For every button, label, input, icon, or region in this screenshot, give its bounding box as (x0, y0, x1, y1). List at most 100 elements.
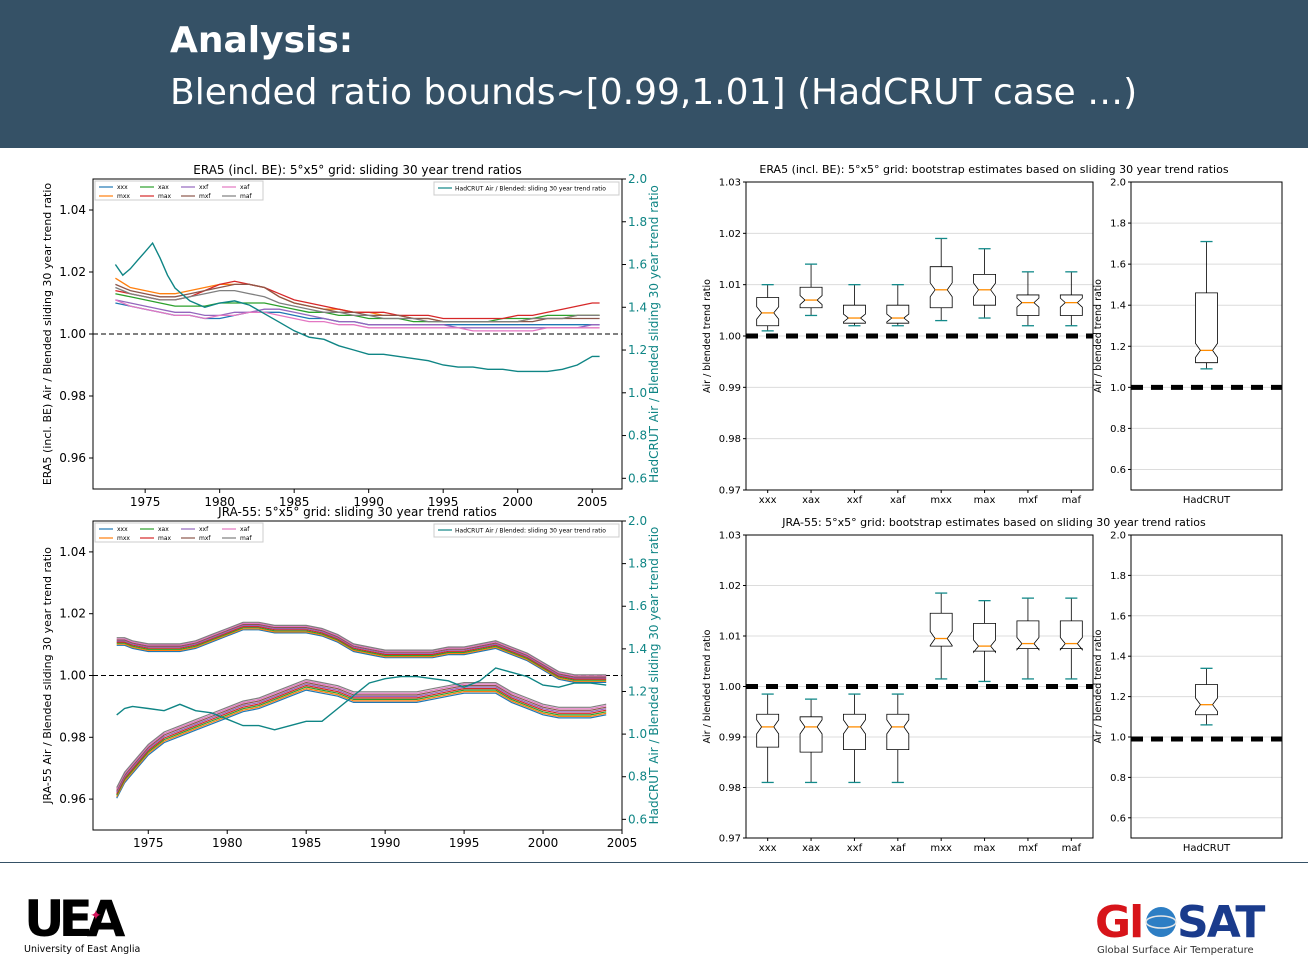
box-xax-body (799, 716, 823, 753)
hadcrut-legend (433, 523, 620, 538)
x-tick-label: 1990 (353, 495, 384, 509)
hadcrut-plot-frame (1130, 534, 1283, 839)
y-tick-label: 1.8 (1110, 571, 1126, 582)
x-tick-label: HadCRUT (1183, 843, 1231, 854)
series-line-upper-xaf (116, 622, 607, 677)
y-tick-label: 1.00 (59, 669, 86, 683)
y2-tick-label: 0.6 (628, 812, 647, 826)
y-tick-label: 1.03 (719, 531, 741, 542)
y-tick-label: 0.97 (719, 834, 741, 845)
y-tick-label: 1.00 (59, 327, 86, 341)
y-tick-label: 1.2 (1110, 342, 1126, 353)
x-tick-label: xxx (759, 843, 777, 854)
jra55-line-chart: JRA-55: 5°x5° grid: sliding 30 year tren… (41, 505, 661, 850)
plot-frame (92, 178, 623, 490)
x-tick-label: xxx (759, 495, 777, 506)
x-tick-label: 2005 (577, 495, 608, 509)
y2-tick-label: 1.6 (628, 258, 647, 272)
x-tick-label: maf (1062, 843, 1082, 854)
legend-label-max: max (158, 535, 172, 542)
series-line-lower-mxx (116, 687, 607, 797)
y2-tick-label: 1.6 (628, 599, 647, 613)
box-hadcrut-body (1195, 292, 1218, 364)
y2-tick-label: 1.8 (628, 557, 647, 571)
x-tick-label: max (974, 843, 996, 854)
series-legend (94, 522, 264, 543)
y-tick-label: 0.8 (1110, 773, 1126, 784)
chart-title: JRA-55: 5°x5° grid: bootstrap estimates … (781, 516, 1206, 529)
legend-label-mxx: mxx (117, 535, 130, 542)
y-axis-label: JRA-55 Air / Blended sliding 30 year tre… (41, 547, 54, 805)
y-tick-label: 0.98 (59, 389, 86, 403)
series-line-lower-max (116, 684, 607, 794)
y2-tick-label: 1.4 (628, 642, 647, 656)
y2-tick-label: 2.0 (628, 514, 647, 528)
hadcrut-plot-frame (1130, 181, 1283, 491)
x-tick-label: 2005 (607, 836, 638, 850)
legend-label-xax: xax (158, 184, 169, 191)
x-tick-label: 1995 (449, 836, 480, 850)
box-mxx-body (929, 612, 953, 647)
hadcrut-y-axis-label: Air / blended trend ratio (1093, 629, 1104, 743)
series-legend (94, 180, 264, 201)
series-line-upper-mxf (116, 623, 607, 678)
y-tick-label: 1.4 (1110, 652, 1126, 663)
y2-tick-label: 1.0 (628, 386, 647, 400)
y2-tick-label: 1.4 (628, 300, 647, 314)
hadcrut-line (114, 241, 600, 373)
y-tick-label: 0.97 (719, 486, 741, 497)
chart-title: ERA5 (incl. BE): 5°x5° grid: sliding 30 … (193, 163, 521, 177)
y-axis-label: Air / blended trend ratio (702, 629, 713, 743)
legend-label-mxx: mxx (117, 193, 130, 200)
glosat-logo: Gl SAT Global Surface Air Temperature (1095, 897, 1267, 956)
y-tick-label: 1.02 (59, 265, 86, 279)
x-tick-label: 1990 (370, 836, 401, 850)
legend-label-mxf: mxf (199, 193, 211, 200)
y2-tick-label: 1.2 (628, 684, 647, 698)
y-tick-label: 1.02 (719, 581, 741, 592)
x-tick-label: max (974, 495, 996, 506)
legend-label-maf: maf (240, 193, 253, 200)
box-xax-body (799, 286, 823, 309)
chart-title: ERA5 (incl. BE): 5°x5° grid: bootstrap e… (759, 163, 1228, 176)
y-axis-label: ERA5 (incl. BE) Air / Blended sliding 30… (41, 183, 54, 486)
y2-tick-label: 2.0 (628, 172, 647, 186)
series-line-upper-mxx (116, 628, 607, 682)
y-tick-label: 0.8 (1110, 424, 1126, 435)
y-tick-label: 0.98 (59, 730, 86, 744)
series-line-upper-maf (116, 621, 607, 676)
plot-frame (92, 520, 623, 831)
y2-axis-label: HadCRUT Air / Blended sliding 30 year tr… (647, 185, 661, 483)
box-mxx-body (929, 266, 953, 309)
x-tick-label: mxx (930, 843, 952, 854)
y-tick-label: 1.4 (1110, 301, 1126, 312)
globe-icon (1146, 907, 1176, 937)
legend-label-xxx: xxx (117, 526, 128, 533)
y-tick-label: 1.0 (1110, 733, 1126, 744)
series-line-xax (115, 293, 600, 323)
box-maf-body (1059, 620, 1083, 651)
x-tick-label: xaf (890, 843, 906, 854)
uea-name: University of East Anglia (24, 944, 140, 955)
x-tick-label: xxf (847, 843, 863, 854)
y-tick-label: 1.6 (1110, 260, 1126, 271)
hadcrut-y-axis-label: Air / blended trend ratio (1093, 279, 1104, 393)
uea-star-icon: ✦ (90, 908, 102, 924)
glosat-wordmark-sat: SAT (1177, 897, 1265, 948)
legend-label-xaf: xaf (240, 526, 250, 533)
box-hadcrut-body (1195, 684, 1218, 716)
y2-axis-label: HadCRUT Air / Blended sliding 30 year tr… (647, 527, 661, 825)
y-tick-label: 1.00 (719, 682, 741, 693)
series-line-xaf (115, 299, 600, 332)
legend-label-xax: xax (158, 526, 169, 533)
y-tick-label: 1.04 (59, 203, 86, 217)
box-xaf-body (886, 304, 910, 324)
y2-tick-label: 0.8 (628, 429, 647, 443)
title-banner: Analysis: Blended ratio bounds~[0.99,1.0… (0, 0, 1308, 148)
x-tick-label: 1975 (133, 836, 164, 850)
series-line-lower-xxx (116, 689, 607, 799)
y-tick-label: 1.8 (1110, 219, 1126, 230)
legend-label-xxx: xxx (117, 184, 128, 191)
slide-title: Analysis: (170, 20, 354, 61)
glosat-tagline: Global Surface Air Temperature (1097, 945, 1254, 956)
